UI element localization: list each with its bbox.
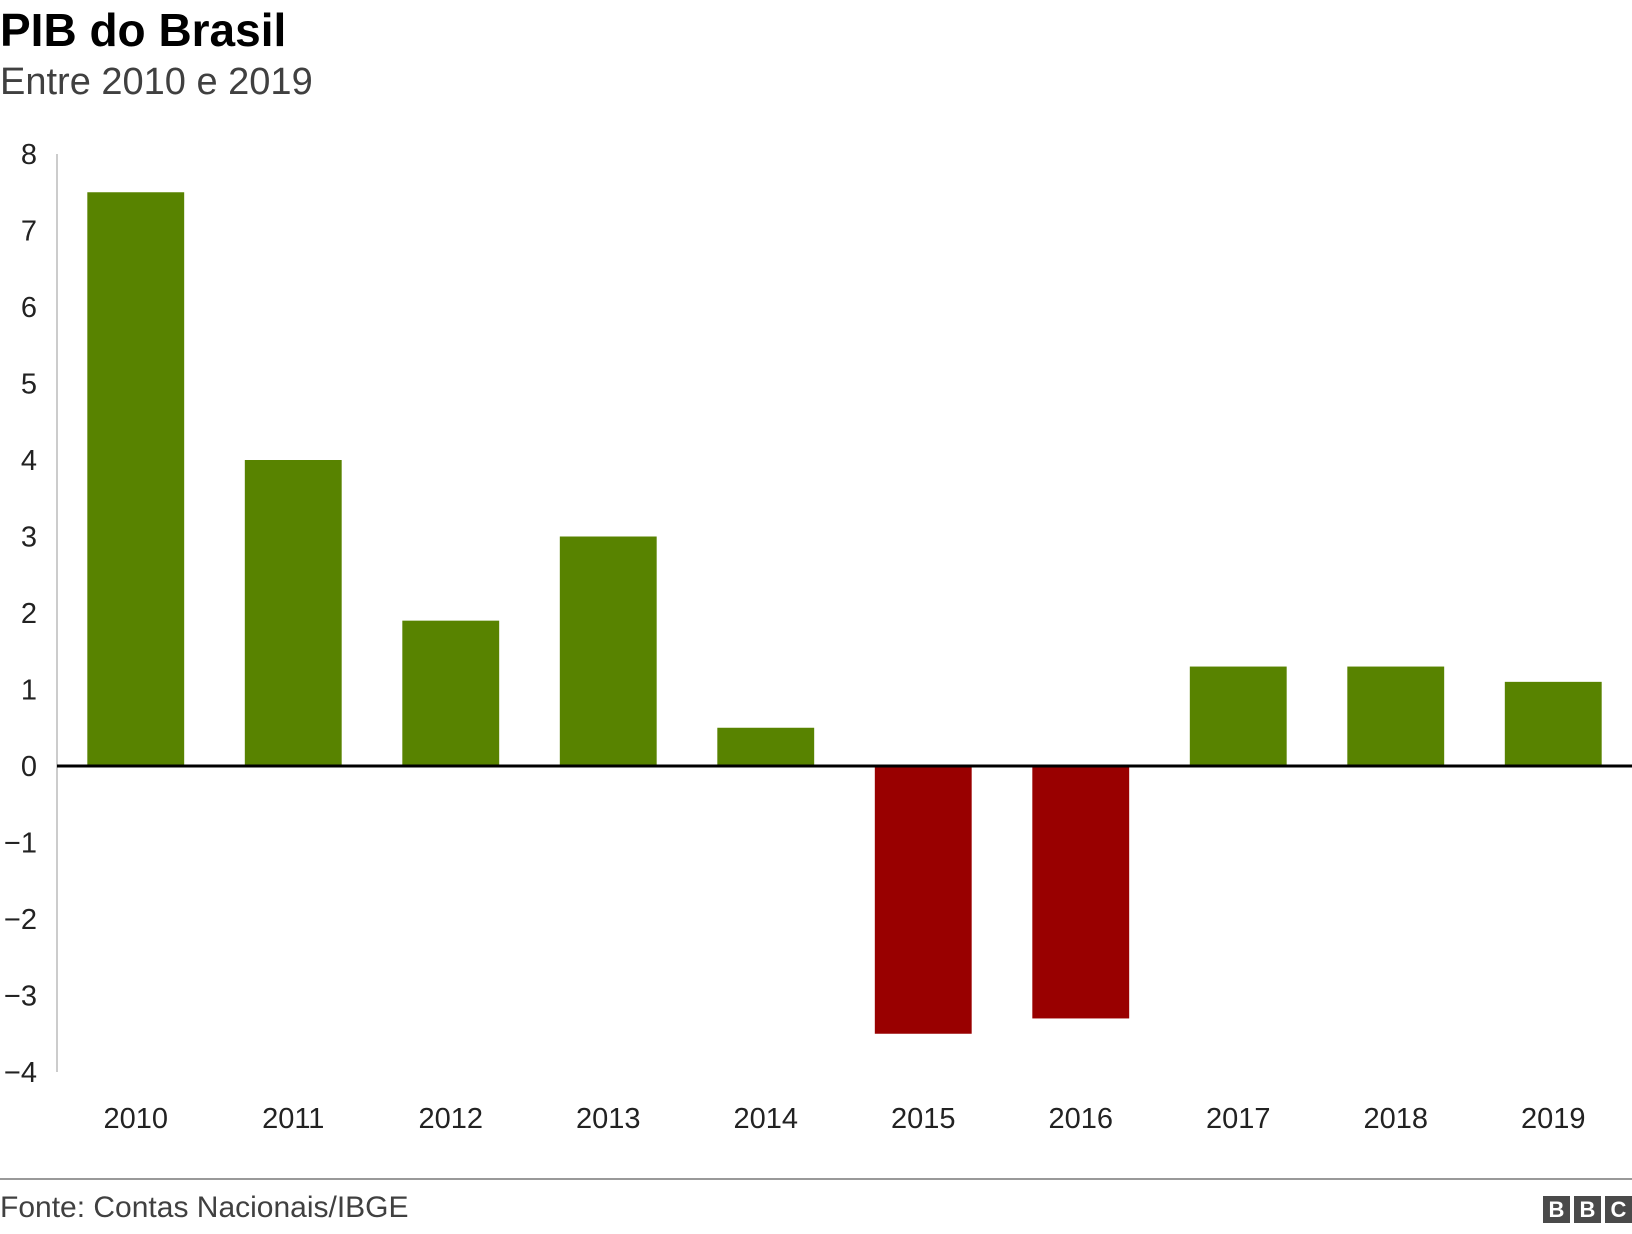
bar (1504, 681, 1602, 766)
bar (402, 620, 500, 766)
logo-letter: B (1574, 1196, 1601, 1223)
y-tick-label: 6 (21, 292, 37, 324)
x-tick-label: 2011 (262, 1103, 324, 1135)
x-tick-label: 2014 (733, 1103, 798, 1135)
x-tick-label: 2015 (891, 1103, 956, 1135)
x-tick-label: 2012 (418, 1103, 483, 1135)
chart-subtitle: Entre 2010 e 2019 (0, 61, 313, 103)
y-tick-label: 0 (21, 751, 37, 783)
bar (874, 766, 972, 1034)
bar (559, 536, 657, 766)
y-tick-label: −3 (4, 981, 37, 1013)
logo-letter: B (1543, 1196, 1570, 1223)
source-note: Fonte: Contas Nacionais/IBGE (0, 1191, 409, 1224)
x-tick-label: 2018 (1363, 1103, 1428, 1135)
x-tick-label: 2019 (1521, 1103, 1586, 1135)
y-tick-label: 5 (21, 369, 37, 401)
logo-letter: C (1605, 1196, 1632, 1223)
x-tick-label: 2016 (1048, 1103, 1113, 1135)
y-tick-label: 2 (21, 598, 37, 630)
chart-title: PIB do Brasil (0, 4, 287, 56)
y-tick-label: 4 (21, 445, 37, 477)
bar (244, 460, 342, 766)
y-tick-label: −2 (4, 904, 37, 936)
x-tick-label: 2010 (103, 1103, 168, 1135)
bar (1189, 666, 1287, 766)
y-tick-label: −1 (4, 828, 37, 860)
bbc-logo: B B C (1543, 1196, 1632, 1223)
bar (1347, 666, 1445, 766)
y-tick-label: 3 (21, 522, 37, 554)
y-tick-label: 7 (21, 216, 37, 248)
y-tick-label: −4 (4, 1057, 37, 1089)
bar-chart: 8 7 6 5 4 3 2 1 0 −1 −2 −3 −4 2010 2011 2012 2013 2014 201… (4, 139, 1632, 1135)
footer-divider (0, 1178, 1632, 1180)
bar (717, 727, 815, 766)
bar (87, 192, 185, 766)
y-tick-label: 8 (21, 139, 37, 171)
bar (1032, 766, 1130, 1019)
x-tick-label: 2017 (1206, 1103, 1271, 1135)
y-tick-label: 1 (21, 675, 37, 707)
x-tick-label: 2013 (576, 1103, 641, 1135)
